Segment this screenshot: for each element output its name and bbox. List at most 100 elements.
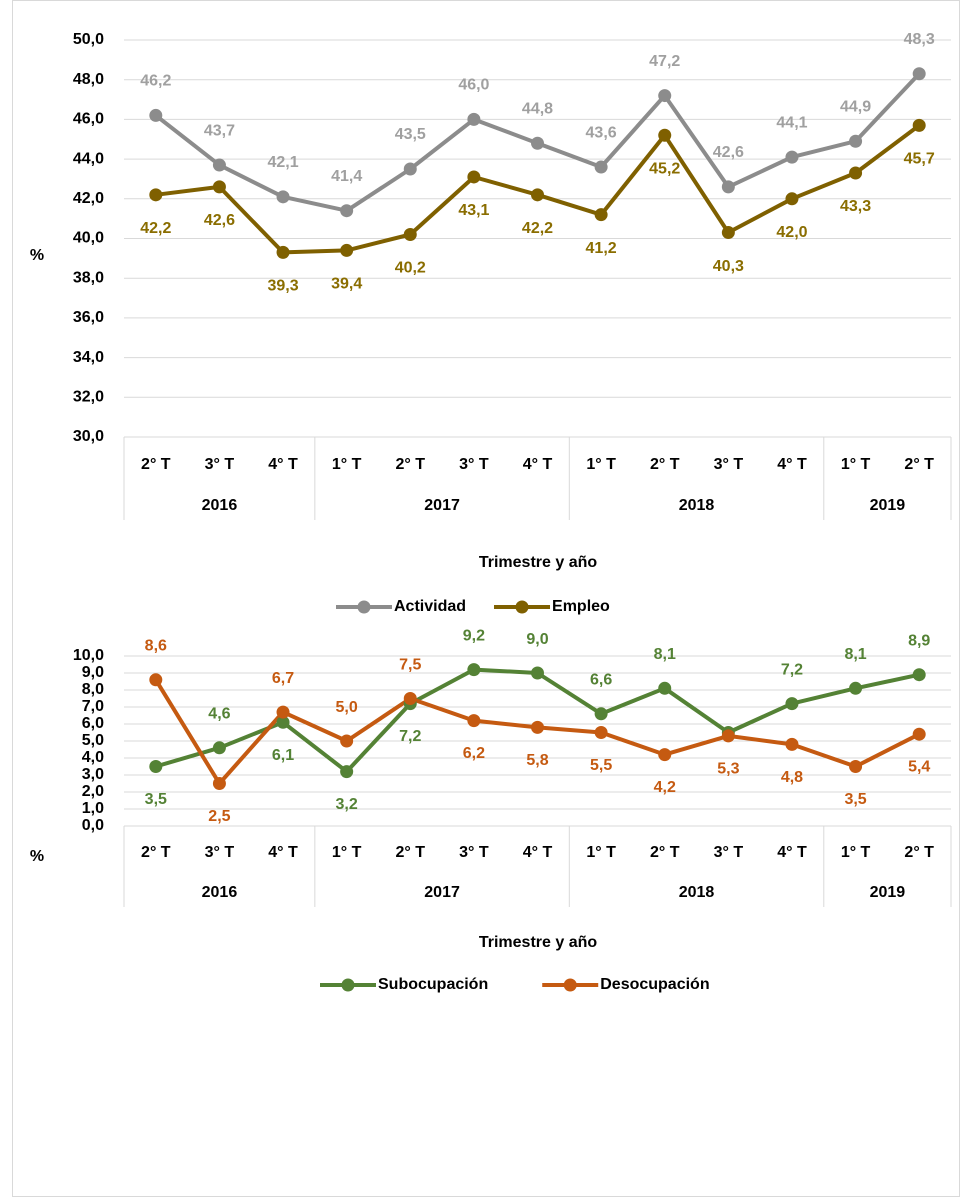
- x-tick-label: 2° T: [396, 456, 426, 473]
- data-label: 42,1: [267, 154, 298, 171]
- data-label: 41,2: [586, 240, 617, 257]
- data-label: 39,3: [267, 278, 298, 295]
- x-tick-label: 4° T: [523, 844, 553, 861]
- data-label: 5,4: [908, 759, 930, 776]
- y-tick-label: 30,0: [73, 428, 104, 445]
- data-label: 48,3: [904, 31, 935, 48]
- data-point: [849, 166, 863, 180]
- data-label: 3,2: [336, 796, 358, 813]
- data-point: [403, 162, 417, 176]
- y-tick-label: 7,0: [82, 698, 104, 715]
- data-point: [785, 697, 799, 711]
- data-label: 5,0: [336, 699, 358, 716]
- data-point: [594, 160, 608, 174]
- data-point: [276, 705, 290, 719]
- data-point: [531, 720, 544, 734]
- y-tick-label: 42,0: [73, 190, 104, 207]
- data-label: 39,4: [331, 276, 362, 293]
- y-tick-label: 1,0: [82, 800, 104, 817]
- data-point: [340, 734, 354, 748]
- x-tick-label: 1° T: [586, 844, 616, 861]
- data-label: 4,2: [654, 779, 676, 796]
- data-label: 6,2: [463, 745, 485, 762]
- group-label: 2017: [424, 497, 460, 514]
- x-tick-label: 3° T: [714, 844, 744, 861]
- data-label: 44,1: [776, 114, 807, 131]
- data-label: 43,3: [840, 198, 871, 215]
- x-tick-label: 4° T: [777, 456, 807, 473]
- data-point: [212, 158, 226, 172]
- data-point: [467, 112, 481, 126]
- data-label: 7,2: [781, 661, 803, 678]
- data-point: [531, 666, 544, 680]
- data-label: 5,3: [717, 760, 739, 777]
- group-label: 2018: [679, 884, 715, 901]
- y-tick-label: 40,0: [73, 230, 104, 247]
- y-tick-label: 2,0: [82, 783, 104, 800]
- x-tick-label: 2° T: [141, 844, 171, 861]
- y-tick-label: 10,0: [73, 647, 104, 664]
- data-label: 9,2: [463, 627, 485, 644]
- x-tick-label: 4° T: [268, 456, 298, 473]
- data-label: 45,7: [904, 151, 935, 168]
- y-tick-label: 3,0: [82, 766, 104, 783]
- y-tick-label: 46,0: [73, 111, 104, 128]
- data-point: [467, 663, 481, 677]
- data-label: 6,1: [272, 747, 294, 764]
- data-label: 42,6: [713, 144, 744, 161]
- group-label: 2016: [202, 497, 238, 514]
- y-tick-label: 0,0: [82, 817, 104, 834]
- data-point: [212, 741, 226, 755]
- data-point: [785, 737, 799, 751]
- data-label: 44,8: [522, 100, 553, 117]
- legend-label: Subocupación: [378, 976, 488, 993]
- y-tick-label: 50,0: [73, 31, 104, 48]
- legend-marker: [357, 600, 371, 614]
- x-tick-label: 3° T: [205, 456, 235, 473]
- x-tick-label: 2° T: [396, 844, 426, 861]
- y-tick-label: 9,0: [82, 664, 104, 681]
- y-tick-label: 5,0: [82, 732, 104, 749]
- x-tick-label: 3° T: [459, 844, 489, 861]
- data-label: 40,3: [713, 258, 744, 275]
- data-label: 8,1: [654, 646, 676, 663]
- data-label: 7,5: [399, 656, 421, 673]
- data-label: 46,2: [140, 73, 171, 90]
- data-label: 5,8: [526, 752, 548, 769]
- legend-marker: [341, 978, 355, 992]
- y-tick-label: 48,0: [73, 71, 104, 88]
- legend-marker: [515, 600, 529, 614]
- data-label: 9,0: [526, 631, 548, 648]
- legend-label: Empleo: [552, 598, 610, 615]
- data-label: 2,5: [208, 808, 230, 825]
- data-point: [912, 118, 926, 132]
- x-tick-label: 1° T: [586, 456, 616, 473]
- data-point: [276, 245, 290, 259]
- x-tick-label: 2° T: [904, 456, 934, 473]
- data-point: [849, 681, 863, 695]
- y-tick-label: 38,0: [73, 269, 104, 286]
- data-point: [912, 727, 926, 741]
- legend-label: Desocupación: [600, 976, 709, 993]
- data-label: 42,0: [776, 224, 807, 241]
- data-point: [849, 760, 863, 773]
- x-tick-label: 1° T: [332, 844, 362, 861]
- x-tick-label: 1° T: [841, 456, 871, 473]
- data-label: 43,7: [204, 122, 235, 139]
- x-tick-label: 3° T: [714, 456, 744, 473]
- data-point: [340, 243, 354, 257]
- data-label: 41,4: [331, 168, 362, 185]
- x-tick-label: 1° T: [332, 456, 362, 473]
- x-tick-label: 2° T: [141, 456, 171, 473]
- data-point: [785, 192, 799, 206]
- data-point: [531, 136, 544, 150]
- legend-marker: [563, 978, 577, 992]
- data-label: 5,5: [590, 757, 612, 774]
- data-label: 44,9: [840, 98, 871, 115]
- x-axis-label: Trimestre y año: [479, 934, 598, 951]
- data-point: [912, 668, 926, 682]
- y-tick-label: 36,0: [73, 309, 104, 326]
- data-point: [721, 226, 735, 240]
- y-tick-label: 32,0: [73, 389, 104, 406]
